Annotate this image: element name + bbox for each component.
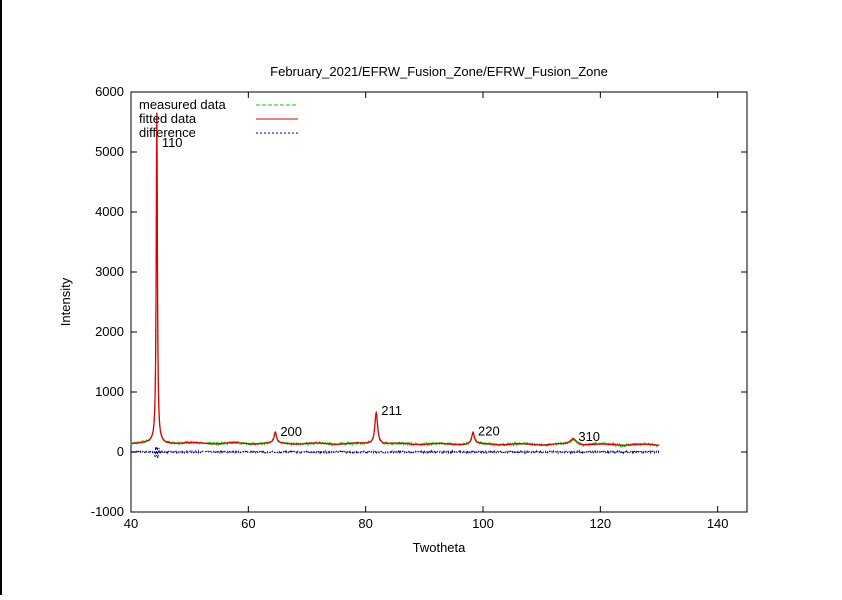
series-layer (130, 111, 660, 459)
y-tick-label-4: 3000 (95, 264, 124, 279)
legend-label-1: fitted data (139, 111, 197, 126)
series-fitted-data (130, 112, 660, 446)
y-tick-label-6: 5000 (95, 144, 124, 159)
x-tick-label-2: 80 (358, 516, 372, 531)
peak-label-310: 310 (578, 429, 600, 444)
x-axis-label: Twotheta (413, 540, 467, 555)
y-tick-label-1: 0 (117, 444, 124, 459)
y-tick-label-2: 1000 (95, 384, 124, 399)
x-tick-label-3: 100 (472, 516, 494, 531)
y-tick-label-3: 2000 (95, 324, 124, 339)
y-tick-label-0: -1000 (91, 504, 124, 519)
peak-labels: 110 200 211 220 310 (162, 135, 600, 444)
peak-label-110: 110 (162, 135, 183, 150)
x-tick-label-4: 120 (589, 516, 611, 531)
y-tick-label-7: 6000 (95, 84, 124, 99)
series-measured-data (130, 111, 660, 449)
plot-frame (130, 91, 748, 513)
window-left-border (0, 0, 2, 595)
y-axis-label: Intensity (58, 277, 73, 326)
y-tick-label-5: 4000 (95, 204, 124, 219)
peak-label-220: 220 (478, 424, 500, 439)
x-tick-label-5: 140 (707, 516, 729, 531)
x-tick-label-1: 60 (241, 516, 255, 531)
axes: 40 60 80 100 120 140 -1000 0 1000 2000 3000 4000 500… (91, 84, 747, 531)
series-difference (130, 446, 660, 459)
legend-label-2: difference (139, 125, 196, 140)
x-tick-label-0: 40 (124, 516, 138, 531)
peak-label-211: 211 (381, 403, 402, 418)
peak-label-200: 200 (280, 424, 302, 439)
legend-label-0: measured data (139, 97, 226, 112)
chart-title: February_2021/EFRW_Fusion_Zone/EFRW_Fusi… (270, 64, 608, 79)
